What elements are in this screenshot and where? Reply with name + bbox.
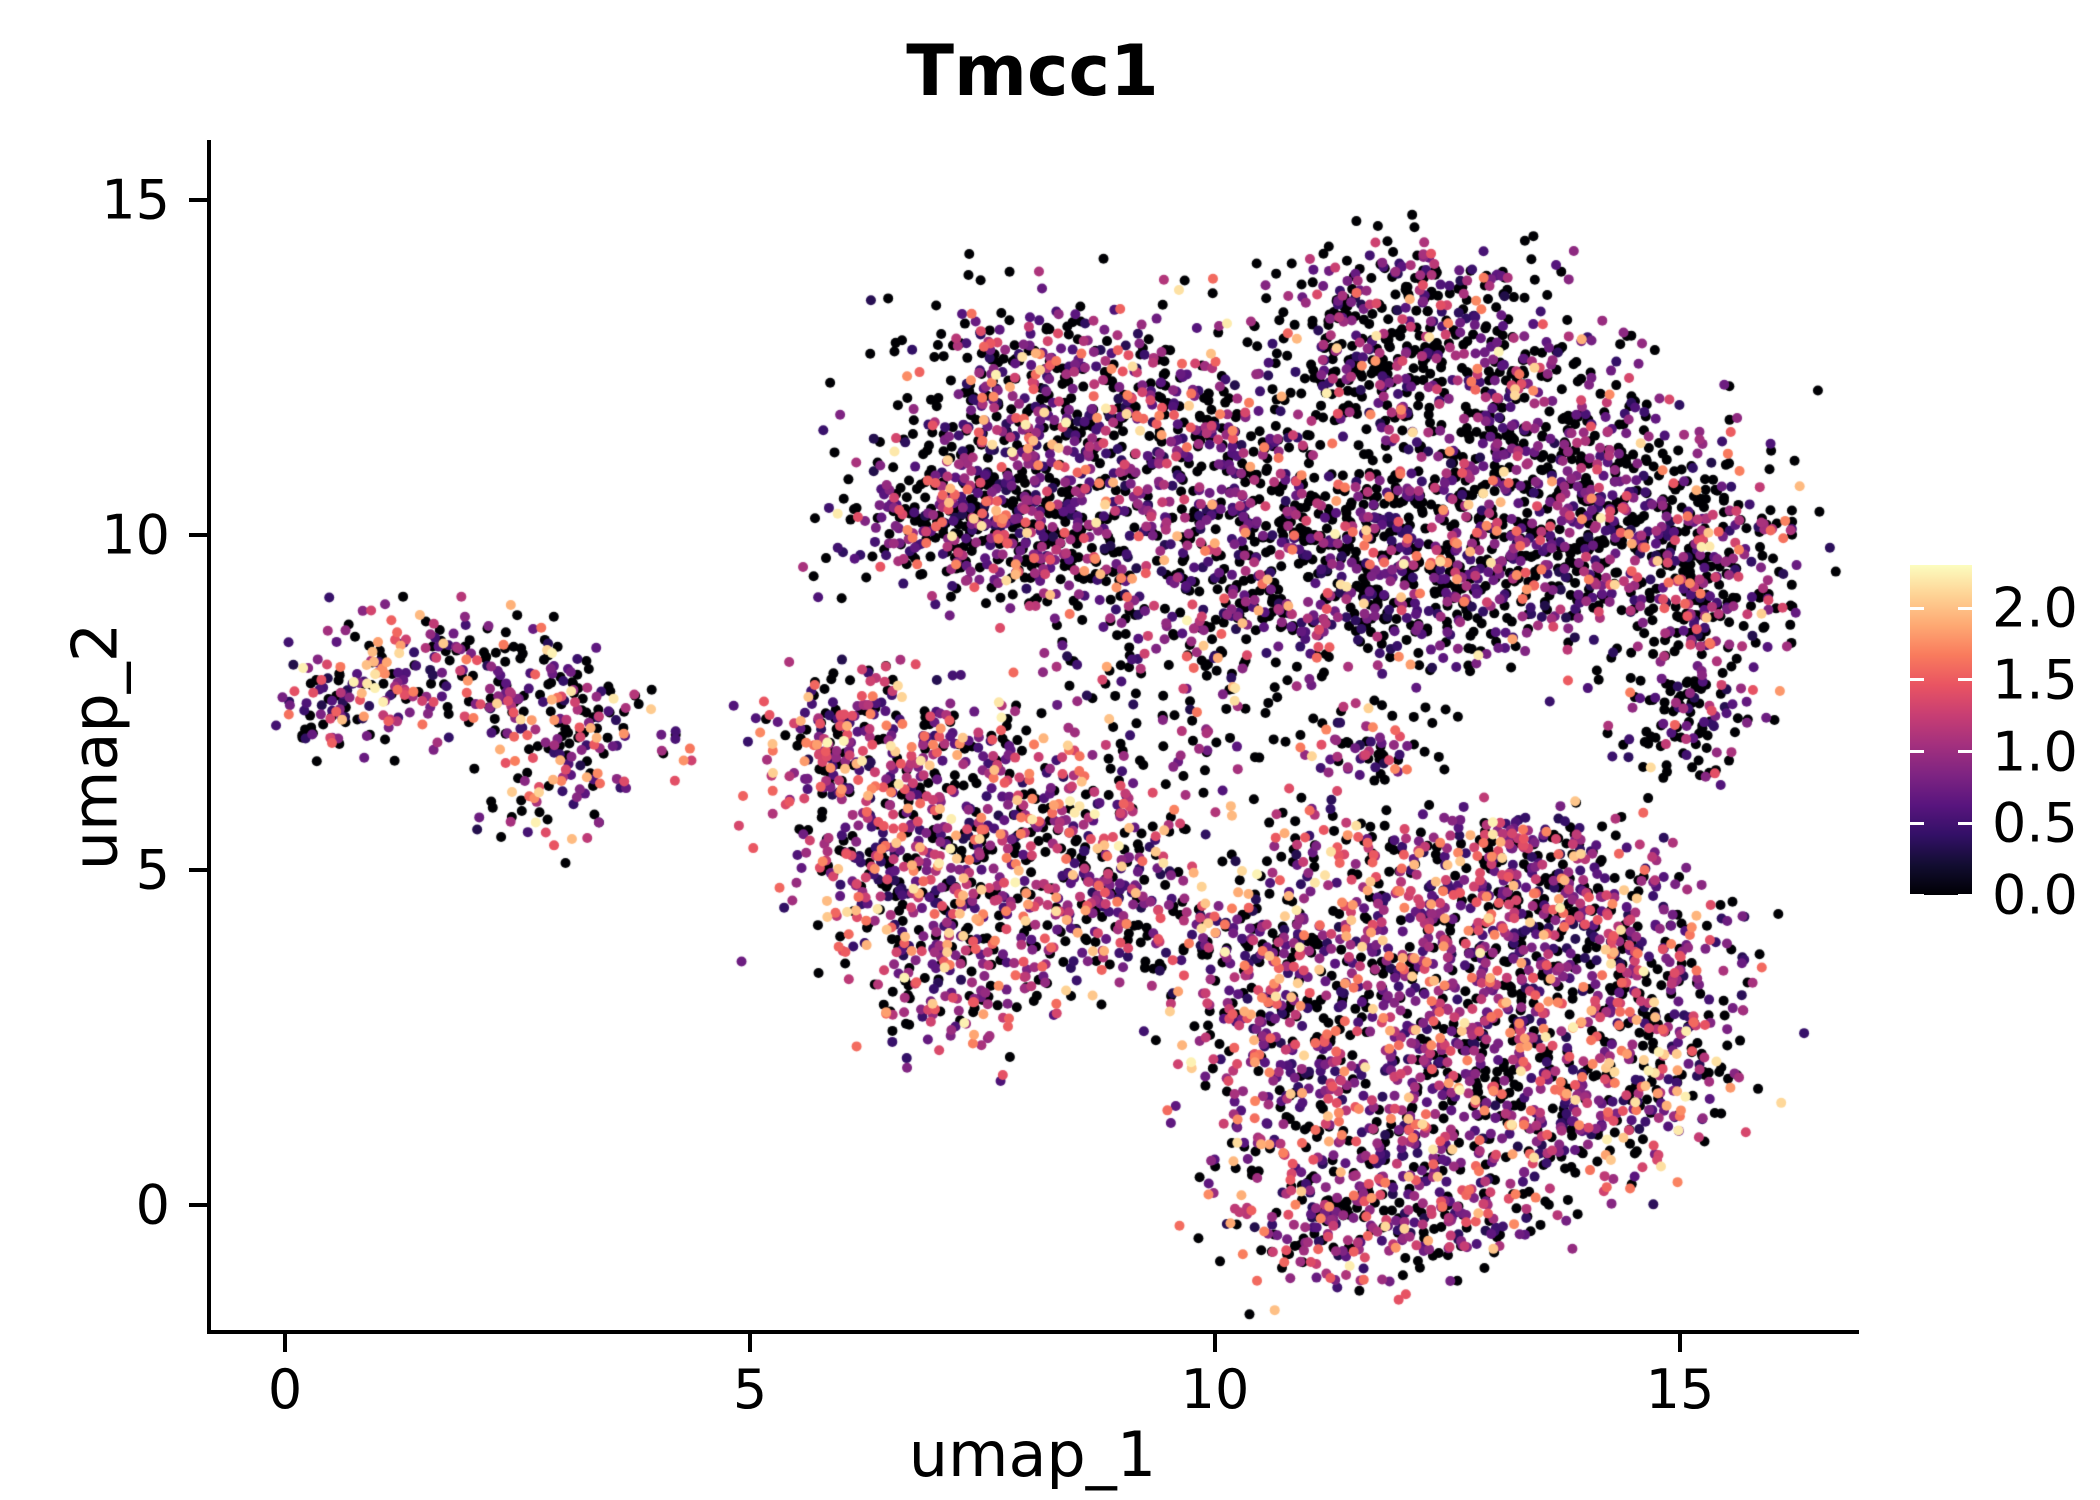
colorbar-tick-mark bbox=[1910, 750, 1924, 754]
colorbar-tick-label: 1.0 bbox=[1992, 720, 2078, 784]
y-tick-mark bbox=[189, 533, 207, 537]
y-tick-label: 0 bbox=[135, 1173, 170, 1237]
umap-scatter-canvas bbox=[210, 140, 1855, 1330]
y-tick-label: 15 bbox=[101, 168, 170, 232]
colorbar-tick-mark bbox=[1958, 678, 1972, 682]
colorbar-tick-mark bbox=[1910, 821, 1924, 825]
colorbar-tick-mark bbox=[1958, 750, 1972, 754]
colorbar-gradient bbox=[1910, 565, 1972, 895]
colorbar-tick-mark bbox=[1910, 606, 1924, 610]
x-tick-label: 10 bbox=[1180, 1358, 1250, 1421]
colorbar-tick-mark bbox=[1958, 821, 1972, 825]
colorbar-tick-label: 0.0 bbox=[1992, 863, 2078, 927]
y-axis-label: umap_2 bbox=[58, 622, 132, 871]
x-tick-label: 0 bbox=[267, 1358, 303, 1421]
colorbar-tick-mark bbox=[1958, 893, 1972, 897]
y-axis-line bbox=[207, 140, 211, 1334]
colorbar-legend bbox=[1910, 565, 1972, 897]
figure-title: Tmcc1 bbox=[906, 30, 1159, 112]
y-tick-mark bbox=[189, 868, 207, 872]
x-tick-mark bbox=[748, 1334, 752, 1352]
colorbar-tick-mark bbox=[1910, 893, 1924, 897]
y-tick-mark bbox=[189, 198, 207, 202]
x-tick-mark bbox=[283, 1334, 287, 1352]
y-tick-label: 10 bbox=[101, 503, 170, 567]
x-tick-label: 5 bbox=[732, 1358, 768, 1421]
x-tick-label: 15 bbox=[1645, 1358, 1715, 1421]
x-axis-label: umap_1 bbox=[908, 1418, 1157, 1491]
y-tick-label: 5 bbox=[135, 838, 170, 902]
colorbar-tick-label: 2.0 bbox=[1992, 576, 2078, 640]
y-tick-mark bbox=[189, 1203, 207, 1207]
colorbar-tick-label: 1.5 bbox=[1992, 648, 2078, 712]
x-tick-mark bbox=[1213, 1334, 1217, 1352]
x-axis-line bbox=[207, 1330, 1859, 1334]
colorbar-tick-label: 0.5 bbox=[1992, 791, 2078, 855]
colorbar-tick-mark bbox=[1910, 678, 1924, 682]
colorbar-tick-mark bbox=[1958, 606, 1972, 610]
x-tick-mark bbox=[1678, 1334, 1682, 1352]
